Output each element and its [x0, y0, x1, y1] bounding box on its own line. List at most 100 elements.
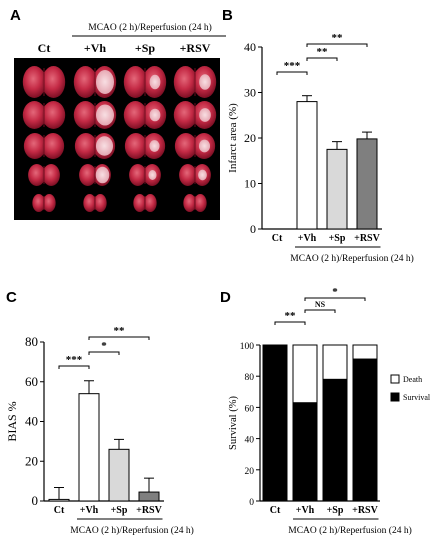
- legend-swatch: [390, 374, 400, 384]
- brain-slice: [73, 66, 117, 98]
- y-tick-label: 10: [244, 177, 256, 191]
- x-tick-label: Ct: [272, 233, 283, 244]
- bar-death: [292, 344, 318, 404]
- panel-letter-a: A: [10, 7, 21, 24]
- significance-bracket: [58, 365, 90, 369]
- x-axis-label: MCAO (2 h)/Reperfusion (24 h): [70, 525, 193, 536]
- panel-a-col-label: +RSV: [180, 41, 211, 55]
- x-tick-label: +Vh: [298, 233, 317, 244]
- y-tick-label: 20: [25, 453, 38, 468]
- significance-label: **: [285, 310, 297, 322]
- panel-d-survival-chart: 0 20 40 60 80 100 Survival (%) Ct +Vh +Sp +RSV MCAO…: [228, 286, 431, 536]
- bar: [296, 101, 318, 230]
- panel-a-column-labels: Ct +Vh +Sp +RSV: [38, 41, 211, 55]
- panel-letter-b: B: [222, 7, 233, 24]
- significance-bracket: [88, 336, 150, 340]
- y-axis-label: Infarct area (%): [227, 103, 239, 173]
- brain-slice: [173, 101, 217, 129]
- y-tick-label: 40: [25, 414, 38, 429]
- legend-label: Survival: [403, 393, 431, 402]
- brain-slice: [22, 66, 66, 98]
- panel-a-header: MCAO (2 h)/Reperfusion (24 h): [88, 22, 211, 33]
- brain-slice: [129, 164, 161, 186]
- legend-label: Death: [403, 375, 422, 384]
- y-axis-label: Survival (%): [228, 396, 239, 450]
- significance-bracket: [276, 71, 308, 75]
- y-tick-label: 60: [245, 404, 255, 414]
- brain-slice: [22, 101, 66, 129]
- bar-survival: [262, 344, 288, 502]
- significance-label: NS: [315, 300, 326, 309]
- brain-slice: [123, 66, 167, 98]
- x-tick-label: +Sp: [327, 505, 344, 516]
- x-axis-label: MCAO (2 h)/Reperfusion (24 h): [290, 253, 413, 264]
- x-tick-label: Ct: [270, 505, 281, 516]
- significance-bracket: [306, 57, 338, 61]
- significance-bracket: [304, 309, 336, 313]
- panel-a-brain-slices: MCAO (2 h)/Reperfusion (24 h) Ct +Vh +Sp +R…: [14, 22, 226, 220]
- brain-slice: [83, 194, 107, 212]
- y-tick-label: 100: [240, 342, 255, 352]
- significance-label: **: [332, 32, 344, 44]
- panel-b-infarct-chart: 0 10 20 30 40 Infarct area (%) Ct +Vh +Sp +RSV MCA…: [227, 32, 414, 264]
- significance-label: **: [317, 46, 329, 58]
- x-tick-label: +Sp: [329, 233, 346, 244]
- brain-slice: [32, 194, 56, 212]
- x-tick-label: +Vh: [80, 505, 99, 516]
- x-tick-label: +RSV: [136, 505, 162, 516]
- brain-slice: [23, 133, 65, 159]
- y-tick-label: 20: [244, 131, 256, 145]
- brain-slice: [179, 164, 211, 186]
- bar-survival: [292, 402, 318, 502]
- x-tick-label: +RSV: [354, 233, 380, 244]
- y-tick-label: 0: [250, 222, 256, 236]
- bar: [356, 138, 378, 230]
- y-tick-label: 40: [245, 436, 255, 446]
- brain-slice: [123, 101, 167, 129]
- x-tick-label: Ct: [54, 505, 65, 516]
- x-tick-label: +Sp: [111, 505, 128, 516]
- brain-slice: [74, 133, 116, 159]
- significance-label: ***: [66, 354, 83, 366]
- bar-death: [352, 344, 378, 360]
- bar: [138, 491, 160, 502]
- significance-label: **: [114, 325, 126, 337]
- significance-label: ***: [284, 60, 301, 72]
- y-tick-label: 20: [245, 467, 255, 477]
- y-tick-label: 30: [244, 86, 256, 100]
- brain-slice: [174, 133, 216, 159]
- brain-slice: [183, 194, 207, 212]
- panel-letter-c: C: [6, 289, 17, 306]
- bar-survival: [352, 358, 378, 502]
- significance-bracket: [88, 351, 120, 355]
- bar-survival: [322, 378, 348, 502]
- bar: [108, 448, 130, 502]
- bar: [326, 148, 348, 230]
- y-tick-label: 0: [249, 498, 254, 508]
- significance-label: *: [332, 286, 338, 298]
- panel-a-col-label: Ct: [38, 41, 51, 55]
- y-tick-label: 60: [25, 374, 38, 389]
- panel-c-bias-chart: 0 20 40 60 80 BIAS % Ct +Vh +Sp +RSV MCAO (2 h)/Re…: [5, 325, 194, 536]
- significance-bracket: [306, 43, 368, 47]
- panel-a-col-label: +Sp: [135, 41, 156, 55]
- significance-bracket: [304, 297, 366, 301]
- bar: [78, 393, 100, 502]
- y-tick-label: 40: [244, 40, 256, 54]
- x-tick-label: +RSV: [352, 505, 378, 516]
- y-axis-label: BIAS %: [5, 401, 19, 441]
- brain-slice: [124, 133, 166, 159]
- brain-slice: [133, 194, 157, 212]
- y-tick-label: 0: [32, 493, 39, 508]
- x-tick-label: +Vh: [296, 505, 315, 516]
- panel-a-col-label: +Vh: [84, 41, 107, 55]
- brain-slice: [173, 66, 217, 98]
- legend-swatch: [390, 392, 400, 402]
- significance-bracket: [274, 321, 306, 325]
- brain-slice: [28, 164, 60, 186]
- bar-death: [322, 344, 348, 380]
- brain-slice: [73, 101, 117, 129]
- y-tick-label: 80: [245, 373, 255, 383]
- panel-letter-d: D: [220, 289, 231, 306]
